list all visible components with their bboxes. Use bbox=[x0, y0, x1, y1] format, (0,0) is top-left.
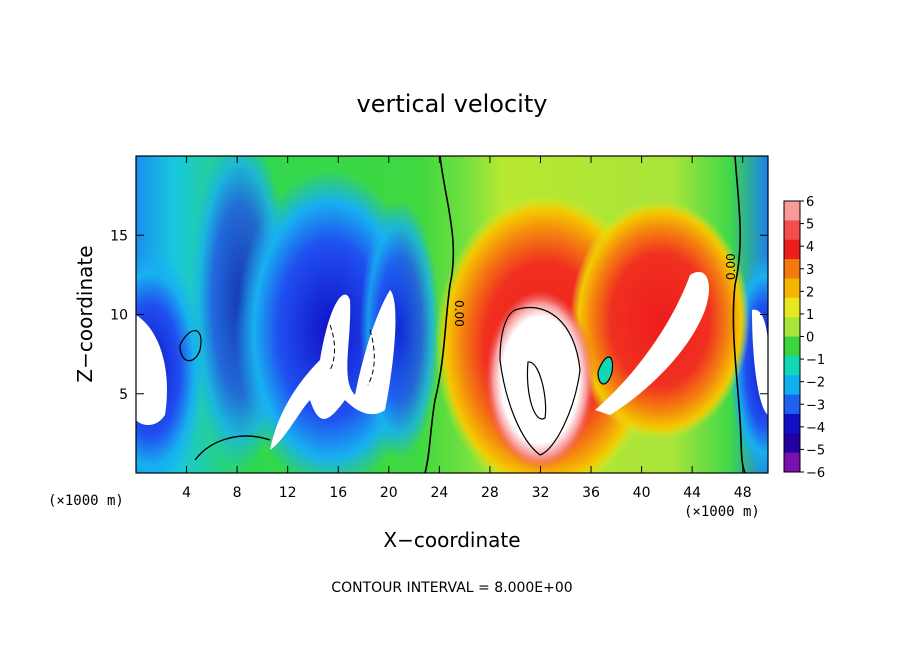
colorbar-tick-label: 1 bbox=[806, 308, 814, 323]
contour-label-right: 0.00 bbox=[724, 253, 738, 280]
downdraft-saturated-core bbox=[270, 290, 396, 450]
colorbar-swatch bbox=[784, 297, 800, 318]
colorbar-tick-label: −5 bbox=[806, 443, 825, 458]
y-tick-label: 15 bbox=[110, 228, 128, 244]
y-axis-label: Z−coordinate bbox=[73, 245, 97, 382]
colorbar-swatch bbox=[784, 317, 800, 337]
updraft-secondary bbox=[570, 200, 750, 440]
contour-updraft-outer bbox=[499, 306, 581, 456]
downdraft-band-b bbox=[360, 200, 440, 460]
contour-small-cell bbox=[179, 330, 202, 362]
contour-small-down bbox=[597, 356, 614, 385]
downdraft-saturated-left bbox=[136, 315, 167, 425]
colorbar-tick-label: 2 bbox=[806, 285, 814, 300]
colorbar-tick-label: −6 bbox=[806, 466, 825, 481]
x-tick-label: 4 bbox=[182, 485, 191, 501]
colorbar-tick-label: −2 bbox=[806, 376, 825, 391]
downdraft-saturated-right bbox=[752, 309, 768, 415]
x-tick-label: 24 bbox=[430, 485, 448, 501]
x-tick-label: 48 bbox=[734, 485, 752, 501]
colorbar-tick-label: 3 bbox=[806, 263, 814, 278]
contour-zero-left bbox=[424, 156, 455, 473]
heatmap-field bbox=[136, 156, 768, 473]
contour-zero-right bbox=[732, 156, 746, 473]
colorbar-tick-label: −1 bbox=[806, 353, 825, 368]
colorbar-swatch bbox=[784, 413, 800, 434]
x-tick-label: 28 bbox=[481, 485, 499, 501]
updraft-saturated-core bbox=[485, 290, 595, 470]
x-tick-label: 8 bbox=[233, 485, 242, 501]
x-tick-label: 20 bbox=[380, 485, 398, 501]
x-tick-label: 36 bbox=[582, 485, 600, 501]
x-axis-label: X−coordinate bbox=[383, 528, 520, 552]
chart-title: vertical velocity bbox=[357, 90, 548, 118]
colorbar-tick-label: −3 bbox=[806, 398, 825, 413]
colorbar-tick-label: 4 bbox=[806, 240, 814, 255]
contour-dashed-neg bbox=[329, 324, 375, 386]
contour-updraft-inner bbox=[526, 361, 547, 420]
colorbar-swatch bbox=[784, 375, 800, 396]
colorbar-swatch bbox=[784, 220, 800, 241]
x-tick-label: 40 bbox=[633, 485, 651, 501]
contour-zero-bottom bbox=[194, 435, 271, 461]
x-tick-label: 32 bbox=[532, 485, 550, 501]
x-axis-ticks: 4 8 12 16 20 24 28 32 36 40 44 48 bbox=[182, 156, 752, 501]
y-tick-label: 10 bbox=[110, 308, 128, 324]
colorbar-swatch bbox=[784, 394, 800, 415]
y-tick-label: 5 bbox=[119, 387, 128, 403]
contour-interval-note: CONTOUR INTERVAL = 8.000E+00 bbox=[331, 580, 572, 596]
contour-label-left: 0.00 bbox=[452, 300, 466, 327]
x-tick-label: 12 bbox=[279, 485, 297, 501]
colorbar-swatch bbox=[784, 336, 800, 357]
colorbar: 6 5 4 3 2 1 0 −1 −2 −3 −4 −5 −6 bbox=[783, 195, 825, 481]
colorbar-tick-label: 5 bbox=[806, 218, 814, 233]
x-tick-label: 44 bbox=[683, 485, 701, 501]
x-unit-left: (×1000 m) bbox=[48, 493, 124, 509]
colorbar-swatch bbox=[784, 278, 800, 299]
colorbar-swatch bbox=[784, 452, 800, 473]
updraft-saturated-arm bbox=[595, 271, 710, 415]
colorbar-swatch bbox=[784, 259, 800, 279]
x-tick-label: 16 bbox=[329, 485, 347, 501]
colorbar-tick-label: 0 bbox=[806, 331, 814, 346]
colorbar-swatch bbox=[784, 239, 800, 260]
colorbar-swatch bbox=[784, 355, 800, 376]
colorbar-tick-label: −4 bbox=[806, 421, 825, 436]
colorbar-swatch bbox=[784, 433, 800, 454]
colorbar-tick-label: 6 bbox=[806, 195, 814, 210]
y-axis-ticks: 5 10 15 bbox=[110, 228, 768, 403]
x-unit-right: (×1000 m) bbox=[684, 504, 760, 520]
colorbar-swatch bbox=[784, 201, 800, 221]
